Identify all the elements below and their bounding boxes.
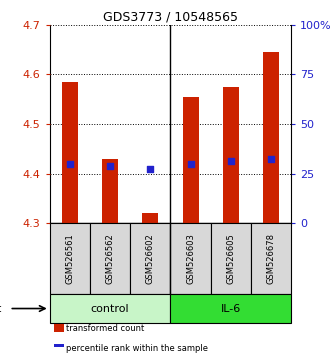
Bar bbox=[54, 324, 64, 332]
Bar bbox=[50, 294, 170, 323]
Text: GSM526605: GSM526605 bbox=[226, 233, 235, 284]
Bar bbox=[102, 159, 118, 223]
Title: GDS3773 / 10548565: GDS3773 / 10548565 bbox=[103, 11, 238, 24]
Text: GSM526678: GSM526678 bbox=[267, 233, 276, 284]
Text: transformed count: transformed count bbox=[66, 324, 144, 333]
Bar bbox=[211, 223, 251, 294]
Text: IL-6: IL-6 bbox=[221, 303, 241, 314]
Bar bbox=[62, 82, 78, 223]
Point bbox=[148, 166, 153, 172]
Bar bbox=[183, 97, 199, 223]
Text: GSM526562: GSM526562 bbox=[106, 233, 115, 284]
Point bbox=[268, 156, 274, 162]
Text: control: control bbox=[91, 303, 129, 314]
Bar bbox=[142, 213, 158, 223]
Text: GSM526602: GSM526602 bbox=[146, 233, 155, 284]
Bar bbox=[130, 223, 170, 294]
Text: agent: agent bbox=[0, 303, 1, 314]
Point bbox=[107, 164, 113, 169]
Bar bbox=[170, 294, 291, 323]
Bar bbox=[50, 223, 90, 294]
Bar bbox=[251, 223, 291, 294]
Text: GSM526603: GSM526603 bbox=[186, 233, 195, 284]
Bar bbox=[223, 87, 239, 223]
Text: percentile rank within the sample: percentile rank within the sample bbox=[66, 344, 208, 353]
Point bbox=[67, 161, 72, 167]
Text: GSM526561: GSM526561 bbox=[65, 233, 74, 284]
Bar bbox=[54, 344, 64, 352]
Bar bbox=[263, 52, 279, 223]
Bar bbox=[90, 223, 130, 294]
Bar bbox=[170, 223, 211, 294]
Point bbox=[188, 161, 193, 167]
Point bbox=[228, 159, 234, 164]
